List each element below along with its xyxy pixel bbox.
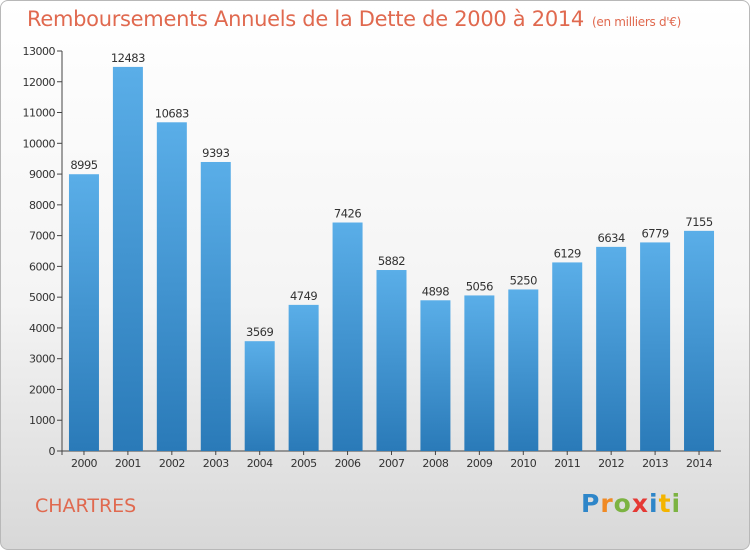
x-tick-label: 2012 (598, 457, 624, 470)
data-label: 7155 (685, 215, 712, 229)
x-tick-label: 2006 (335, 457, 361, 470)
y-tick-label: 3000 (29, 353, 55, 366)
chart-title-text: Remboursements Annuels de la Dette de 20… (27, 7, 584, 31)
chart-unit-label: (en milliers d'€) (592, 15, 682, 29)
data-label: 10683 (155, 106, 189, 120)
chart-labels: 2000 8995 2001 12483 2002 10683 2003 9393 2004 35… (70, 51, 713, 470)
logo-letter: o (613, 489, 632, 518)
x-tick-label: 2009 (466, 457, 492, 470)
bar (596, 246, 627, 451)
y-tick-label: 1000 (29, 414, 55, 427)
data-label: 8995 (70, 158, 97, 172)
x-tick-label: 2011 (554, 457, 580, 470)
data-label: 5056 (466, 279, 493, 293)
x-tick-label: 2004 (247, 457, 273, 470)
y-tick-label: 12000 (23, 76, 56, 89)
x-tick-label: 2005 (291, 457, 317, 470)
y-tick-label: 11000 (23, 107, 56, 120)
bar (244, 341, 275, 451)
data-label: 6129 (554, 246, 581, 260)
chart-axes: 0 1000 2000 3000 4000 5000 6000 7000 8000 9000 100… (23, 45, 721, 458)
bar (288, 304, 319, 451)
y-tick-label: 8000 (29, 199, 55, 212)
data-label: 4749 (290, 289, 317, 303)
bar (420, 300, 451, 451)
bar (552, 262, 583, 451)
logo-letter: r (600, 489, 614, 518)
logo-letter: t (658, 489, 672, 518)
x-tick-label: 2003 (203, 457, 229, 470)
bar (68, 174, 99, 451)
y-tick-label: 13000 (23, 45, 56, 58)
city-name: CHARTRES (35, 495, 137, 517)
y-tick-label: 10000 (23, 137, 56, 150)
y-tick-label: 9000 (29, 168, 55, 181)
data-label: 6634 (598, 231, 625, 245)
x-tick-label: 2001 (115, 457, 141, 470)
y-tick-label: 2000 (29, 383, 55, 396)
logo-letter: P (581, 489, 601, 518)
logo-letter: x (631, 489, 649, 518)
x-tick-label: 2014 (686, 457, 712, 470)
data-label: 4898 (422, 284, 449, 298)
bar (464, 295, 495, 451)
y-tick-label: 5000 (29, 291, 55, 304)
y-tick-label: 7000 (29, 230, 55, 243)
bar (684, 230, 715, 451)
y-tick-label: 0 (49, 445, 56, 458)
data-label: 5882 (378, 254, 405, 268)
x-tick-label: 2002 (159, 457, 185, 470)
data-label: 6779 (641, 226, 668, 240)
x-tick-label: 2008 (422, 457, 448, 470)
bar (200, 161, 231, 451)
y-tick-label: 4000 (29, 322, 55, 335)
bar (376, 270, 407, 451)
proxiti-logo: Proxiti (581, 489, 681, 518)
chart-bars (68, 66, 715, 452)
bar (112, 66, 143, 452)
data-label: 12483 (111, 51, 145, 65)
bar (156, 122, 187, 452)
x-tick-label: 2010 (510, 457, 536, 470)
y-tick-label: 6000 (29, 260, 55, 273)
bar (508, 289, 539, 451)
logo-letter: i (649, 489, 659, 518)
chart-title: Remboursements Annuels de la Dette de 20… (27, 7, 681, 31)
bar (640, 242, 671, 451)
data-label: 5250 (510, 273, 537, 287)
data-label: 9393 (202, 146, 229, 160)
x-tick-label: 2007 (379, 457, 405, 470)
data-label: 7426 (334, 207, 361, 221)
data-label: 3569 (246, 325, 273, 339)
logo-letter: i (671, 489, 682, 518)
bar (332, 222, 363, 451)
x-tick-label: 2000 (71, 457, 97, 470)
x-tick-label: 2013 (642, 457, 668, 470)
